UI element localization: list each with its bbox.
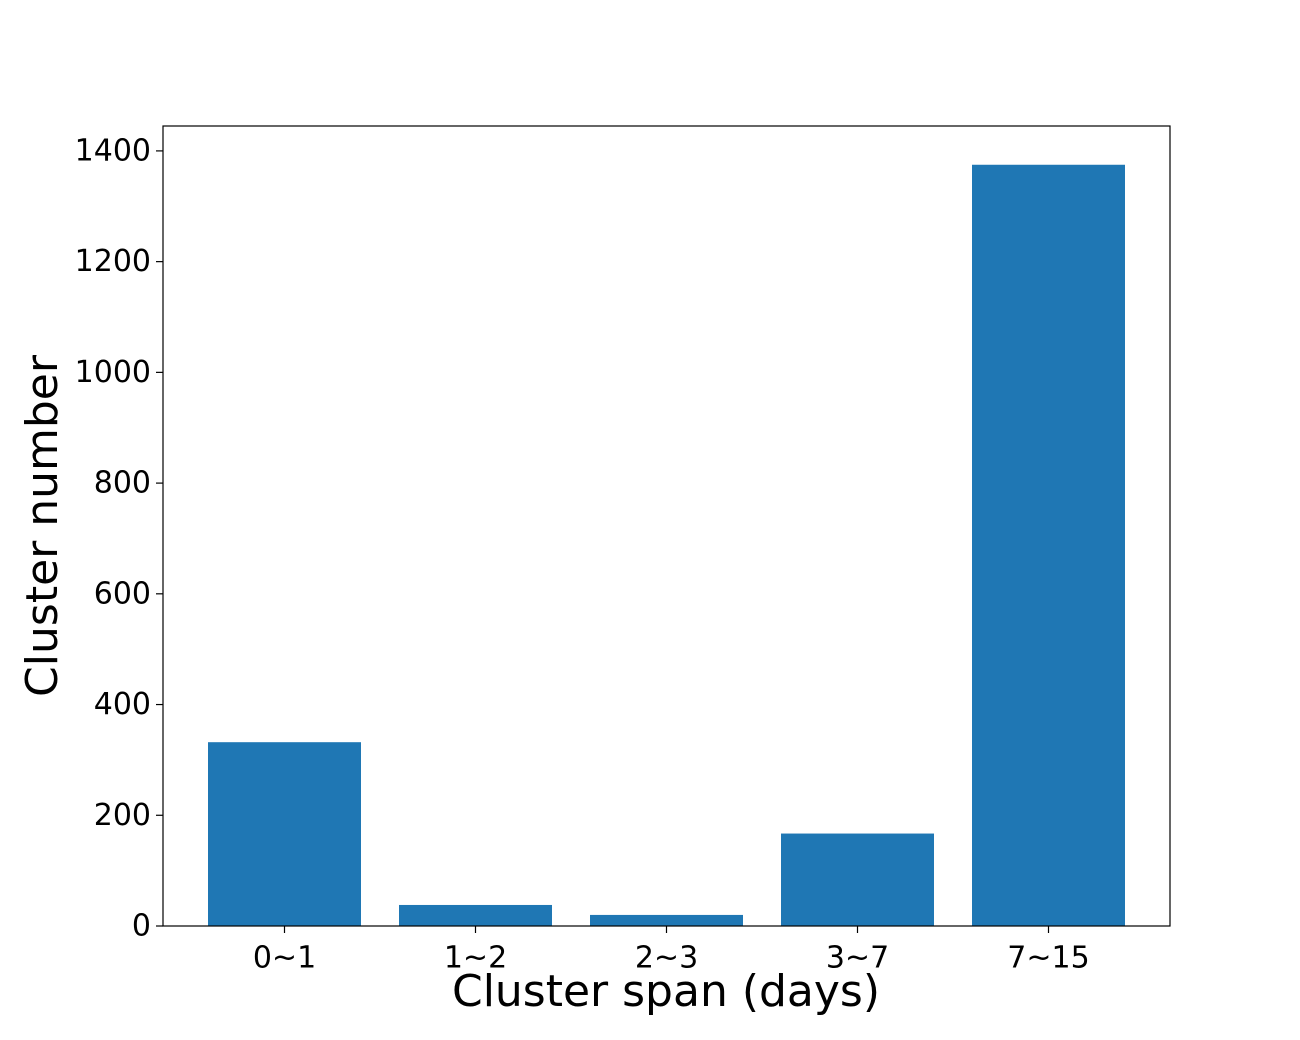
- y-tick-label: 800: [94, 466, 151, 501]
- y-tick-label: 1000: [75, 355, 151, 390]
- y-tick-label: 1200: [75, 244, 151, 279]
- x-tick-label: 2~3: [635, 941, 698, 976]
- x-tick-label: 0~1: [253, 941, 316, 976]
- y-axis-label: Cluster number: [17, 354, 68, 697]
- y-axis: 0 200 400 600 800 1000 1200 1400: [75, 133, 163, 944]
- y-tick-label: 1400: [75, 133, 151, 168]
- bars-group: [208, 164, 1125, 926]
- x-axis-label: Cluster span (days): [452, 966, 880, 1017]
- y-tick-label: 600: [94, 576, 151, 611]
- bar-0~1: [208, 742, 361, 926]
- bar-1~2: [399, 904, 552, 926]
- bar-3~7: [781, 833, 934, 926]
- bar-7~15: [972, 164, 1125, 926]
- x-tick-label: 3~7: [826, 941, 889, 976]
- x-tick-label: 7~15: [1007, 941, 1089, 976]
- y-tick-label: 0: [132, 909, 151, 944]
- y-tick-label: 400: [94, 687, 151, 722]
- x-axis: 0~1 1~2 2~3 3~7 7~15: [253, 926, 1090, 976]
- bar-2~3: [590, 914, 743, 926]
- y-tick-label: 200: [94, 798, 151, 833]
- x-tick-label: 1~2: [444, 941, 507, 976]
